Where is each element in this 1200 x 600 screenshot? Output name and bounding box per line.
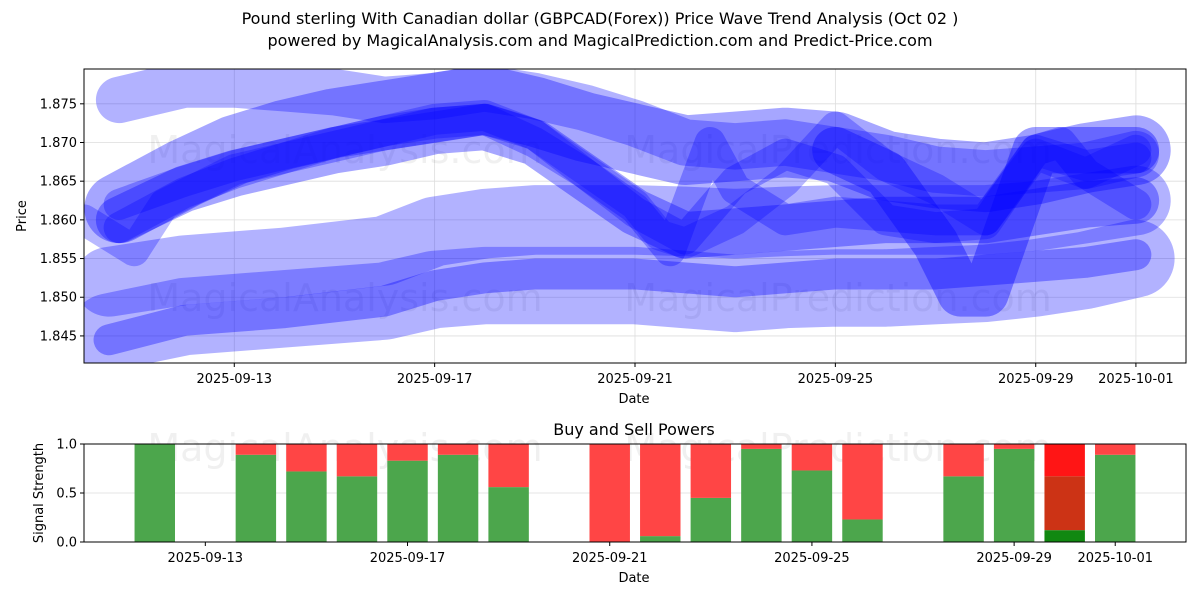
y-tick-label: 0.0 [56,536,77,551]
buy-sell-title: Buy and Sell Powers [553,420,715,439]
wave-band-volatile-wave-b [103,103,1152,255]
watermark-text: MagicalAnalysis.com [147,276,542,320]
x-tick-label: 2025-09-17 [397,372,473,387]
y-tick-label: 1.860 [40,213,77,228]
chart-subtitle: powered by MagicalAnalysis.com and Magic… [267,31,933,50]
sell-bar [437,444,479,455]
wave-band-upper-wave-a [95,69,1160,197]
sell-bar [235,444,277,455]
sell-bar-overlap [1044,476,1085,531]
buy-bar [1095,454,1136,542]
watermark-text: MagicalPrediction.com [624,128,1052,172]
buy-bar [387,460,428,542]
buy-sell-y-axis-label: Signal Strength [32,443,47,543]
wave-band-lower-wave-b [84,219,1175,363]
buy-bar [791,470,833,542]
sell-bar [387,444,428,461]
sell-bar-upper [1044,444,1085,477]
x-tick-label: 2025-10-01 [1077,551,1153,566]
sell-bar [791,444,833,471]
buy-bar [336,476,378,542]
buy-bar [640,536,681,542]
buy-bar [993,448,1035,542]
watermark-text: MagicalPrediction.com [624,276,1052,320]
buy-bar [437,454,479,542]
x-tick-label: 2025-09-21 [572,551,648,566]
price-y-axis-label: Price [15,200,30,232]
sell-bar [336,444,378,477]
x-tick-label: 2025-09-21 [597,372,673,387]
wave-band-volatile-wave-c [103,103,1152,267]
buy-bar [842,519,883,542]
buy-bar [943,476,984,542]
y-tick-label: 1.0 [56,438,77,453]
price-x-ticks: 2025-09-13 2025-09-17 2025-09-21 2025-09-25… [196,363,1174,387]
wave-band-lower-wave-core [93,239,1152,356]
watermark-text: MagicalAnalysis.com [147,128,542,172]
x-tick-label: 2025-09-25 [798,372,874,387]
y-tick-label: 1.850 [40,291,77,306]
buy-bar [235,454,277,542]
sell-bar [286,444,327,472]
x-tick-label: 2025-09-13 [168,551,244,566]
buy-sell-y-ticks: 0.0 0.5 1.0 [56,438,84,551]
buy-sell-bars [134,444,1136,542]
x-tick-label: 2025-09-29 [976,551,1052,566]
buy-bar [1044,530,1085,542]
sell-bar [993,444,1035,449]
sell-bar [690,444,732,498]
price-grid [84,69,1186,363]
x-tick-label: 2025-09-25 [774,551,850,566]
price-watermarks: MagicalAnalysis.com MagicalPrediction.com… [147,128,1051,320]
sell-bar [842,444,883,520]
wave-band-mid-wave [95,103,1160,259]
y-tick-label: 1.875 [40,97,77,112]
sell-bar [1095,444,1136,455]
x-tick-label: 2025-10-01 [1098,372,1174,387]
sell-bar [589,444,630,542]
sell-bar [943,444,984,477]
y-tick-label: 0.5 [56,487,77,502]
sell-bar [640,444,681,537]
y-tick-label: 1.870 [40,136,77,151]
buy-bar [134,444,175,542]
buy-bar [286,471,327,542]
chart-title: Pound sterling With Canadian dollar (GBP… [241,9,959,28]
y-tick-label: 1.845 [40,329,77,344]
price-wave-bands [84,69,1175,363]
price-y-ticks: 1.845 1.850 1.855 1.860 1.865 1.870 1.875 [40,97,84,344]
buy-bar [741,448,782,542]
sell-bar [741,444,782,449]
sell-bar [488,444,529,488]
buy-sell-chart: Buy and Sell Powers MagicalAnalysis.comM… [32,420,1187,586]
buy-sell-x-ticks: 2025-09-13 2025-09-17 2025-09-21 2025-09-25… [168,542,1153,566]
x-tick-label: 2025-09-13 [196,372,272,387]
wave-band-deep-wave [812,126,1160,317]
wave-band-lower-wave-a [84,165,1171,317]
buy-bar [690,497,732,542]
wave-band-volatile-wave-a [84,99,1152,267]
y-tick-label: 1.865 [40,175,77,190]
y-tick-label: 1.855 [40,252,77,267]
buy-bar [488,487,529,542]
price-x-axis-label: Date [618,392,649,407]
x-tick-label: 2025-09-17 [370,551,446,566]
wave-band-upper-wave-b [84,69,1171,244]
x-tick-label: 2025-09-29 [998,372,1074,387]
price-chart: MagicalAnalysis.com MagicalPrediction.com… [15,68,1187,407]
buy-sell-x-axis-label: Date [618,571,649,586]
watermark-text: MagicalPrediction.com [624,426,1052,470]
